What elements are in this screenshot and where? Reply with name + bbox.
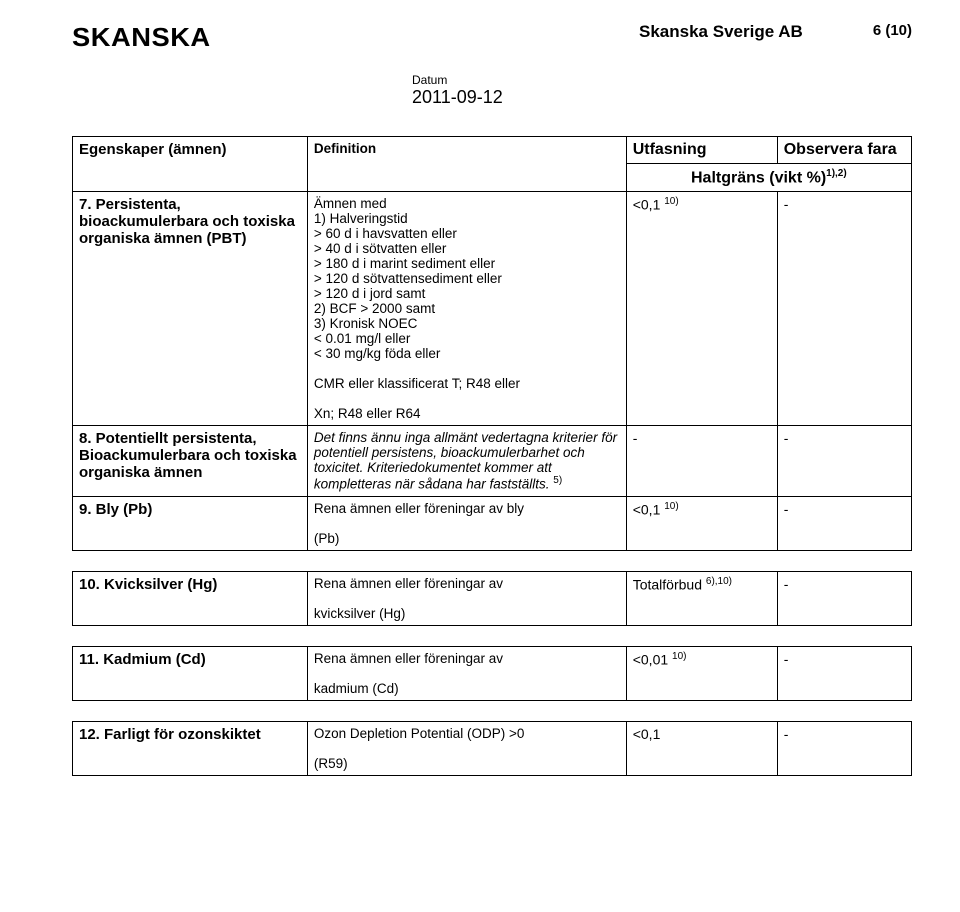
def-line: 3) Kronisk NOEC bbox=[314, 316, 418, 331]
th-utfasning: Utfasning bbox=[626, 137, 777, 164]
row-obs: - bbox=[777, 426, 911, 497]
date-label: Datum bbox=[412, 73, 912, 87]
table-row: 8. Potentiellt persistenta, Bioackumuler… bbox=[73, 426, 912, 497]
utf-text: Totalförbud bbox=[633, 576, 702, 592]
def-line: kvicksilver (Hg) bbox=[314, 606, 406, 621]
row-obs: - bbox=[777, 571, 911, 625]
utf-sup: 10) bbox=[664, 196, 678, 207]
def-line: (Pb) bbox=[314, 531, 340, 546]
def-sup: 5) bbox=[553, 475, 562, 486]
row-name: 11. Kadmium (Cd) bbox=[73, 646, 308, 700]
row-obs: - bbox=[777, 721, 911, 775]
def-line: 1) Halveringstid bbox=[314, 211, 408, 226]
def-line: Rena ämnen eller föreningar av bbox=[314, 576, 503, 591]
def-line: CMR eller klassificerat T; R48 eller bbox=[314, 376, 520, 391]
def-line: kadmium (Cd) bbox=[314, 681, 399, 696]
utf-text: <0,1 bbox=[633, 197, 661, 213]
def-line: > 60 d i havsvatten eller bbox=[314, 226, 457, 241]
def-line: 2) BCF > 2000 samt bbox=[314, 301, 435, 316]
row-def: Det finns ännu inga allmänt vedertagna k… bbox=[307, 426, 626, 497]
table-12: 12. Farligt för ozonskiktet Ozon Depleti… bbox=[72, 721, 912, 776]
row-utf: <0,1 bbox=[626, 721, 777, 775]
row-utf: <0,1 10) bbox=[626, 496, 777, 550]
utf-sup: 6),10) bbox=[706, 576, 732, 587]
def-line: Rena ämnen eller föreningar av bbox=[314, 651, 503, 666]
row-obs: - bbox=[777, 192, 911, 426]
row-utf: - bbox=[626, 426, 777, 497]
table-row: 11. Kadmium (Cd) Rena ämnen eller föreni… bbox=[73, 646, 912, 700]
row-def: Rena ämnen eller föreningar av kvicksilv… bbox=[307, 571, 626, 625]
haltgrans-text: Haltgräns (vikt %) bbox=[691, 169, 826, 186]
haltgrans-sup: 1),2) bbox=[826, 168, 847, 179]
table-10: 10. Kvicksilver (Hg) Rena ämnen eller fö… bbox=[72, 571, 912, 626]
utf-text: <0,01 bbox=[633, 651, 668, 667]
utf-text: <0,1 bbox=[633, 501, 661, 517]
def-line: < 30 mg/kg föda eller bbox=[314, 346, 440, 361]
table-row: 9. Bly (Pb) Rena ämnen eller föreningar … bbox=[73, 496, 912, 550]
row-utf: <0,1 10) bbox=[626, 192, 777, 426]
main-table: Egenskaper (ämnen) Definition Utfasning … bbox=[72, 136, 912, 551]
company-name: Skanska Sverige AB bbox=[639, 22, 803, 42]
row-utf: <0,01 10) bbox=[626, 646, 777, 700]
row-name: 7. Persistenta, bioackumulerbara och tox… bbox=[73, 192, 308, 426]
row-name: 12. Farligt för ozonskiktet bbox=[73, 721, 308, 775]
th-properties: Egenskaper (ämnen) bbox=[73, 137, 308, 192]
row-name: 8. Potentiellt persistenta, Bioackumuler… bbox=[73, 426, 308, 497]
def-line: > 40 d i sötvatten eller bbox=[314, 241, 446, 256]
utf-sup: 10) bbox=[672, 651, 686, 662]
logo: SKANSKA bbox=[72, 22, 211, 53]
row-def: Rena ämnen eller föreningar av kadmium (… bbox=[307, 646, 626, 700]
def-italic: Det finns ännu inga allmänt vedertagna k… bbox=[314, 430, 617, 492]
row-name: 10. Kvicksilver (Hg) bbox=[73, 571, 308, 625]
row-name: 9. Bly (Pb) bbox=[73, 496, 308, 550]
th-haltgrans: Haltgräns (vikt %)1),2) bbox=[626, 164, 911, 192]
date-block: Datum 2011-09-12 bbox=[412, 73, 912, 108]
table-row: 12. Farligt för ozonskiktet Ozon Depleti… bbox=[73, 721, 912, 775]
def-line: > 120 d i jord samt bbox=[314, 286, 425, 301]
def-line: > 180 d i marint sediment eller bbox=[314, 256, 495, 271]
th-definition: Definition bbox=[307, 137, 626, 192]
def-line: (R59) bbox=[314, 756, 348, 771]
row-obs: - bbox=[777, 496, 911, 550]
def-line: Xn; R48 eller R64 bbox=[314, 406, 421, 421]
th-observera: Observera fara bbox=[777, 137, 911, 164]
page-count: 6 (10) bbox=[873, 22, 912, 39]
table-11: 11. Kadmium (Cd) Rena ämnen eller föreni… bbox=[72, 646, 912, 701]
row-def: Ozon Depletion Potential (ODP) >0 (R59) bbox=[307, 721, 626, 775]
row-utf: Totalförbud 6),10) bbox=[626, 571, 777, 625]
def-line: Rena ämnen eller föreningar av bly bbox=[314, 501, 524, 516]
page-header: SKANSKA Skanska Sverige AB 6 (10) bbox=[72, 22, 912, 53]
table-row: 7. Persistenta, bioackumulerbara och tox… bbox=[73, 192, 912, 426]
table-row: 10. Kvicksilver (Hg) Rena ämnen eller fö… bbox=[73, 571, 912, 625]
date-value: 2011-09-12 bbox=[412, 87, 912, 108]
row-def: Rena ämnen eller föreningar av bly (Pb) bbox=[307, 496, 626, 550]
def-line: Ozon Depletion Potential (ODP) >0 bbox=[314, 726, 524, 741]
def-line: < 0.01 mg/l eller bbox=[314, 331, 410, 346]
row-def: Ämnen med 1) Halveringstid > 60 d i havs… bbox=[307, 192, 626, 426]
utf-sup: 10) bbox=[664, 501, 678, 512]
def-line: Ämnen med bbox=[314, 196, 387, 211]
row-obs: - bbox=[777, 646, 911, 700]
def-line: > 120 d sötvattensediment eller bbox=[314, 271, 502, 286]
